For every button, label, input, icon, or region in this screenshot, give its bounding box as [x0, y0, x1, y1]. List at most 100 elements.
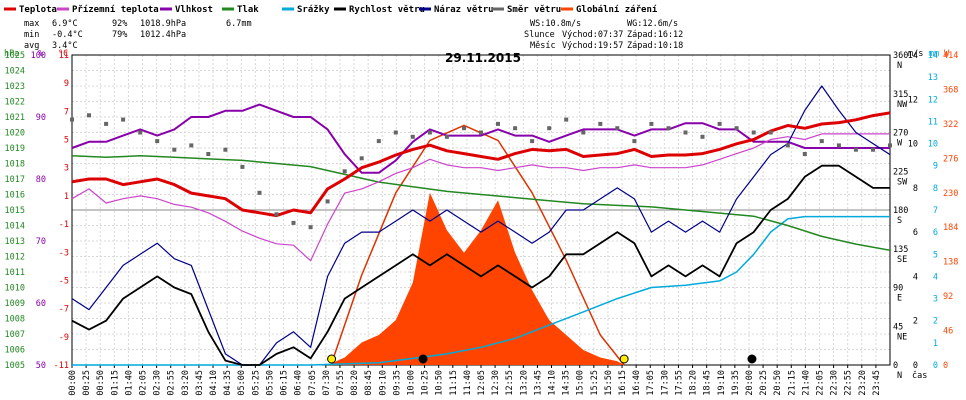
legend-label: Vlhkost	[175, 5, 213, 15]
x-tick-label: 17:05	[646, 370, 656, 396]
x-tick-label: 10:00	[406, 370, 416, 396]
x-tick-label: 13:20	[519, 370, 529, 396]
x-tick-label: 07:55	[336, 370, 346, 396]
tick-ms: 10	[908, 140, 918, 150]
x-tick-label: 03:20	[181, 370, 191, 396]
tick-wm2: 276	[943, 154, 958, 164]
x-tick-label: 13:45	[533, 370, 543, 396]
tick-hpa: 1010	[5, 284, 25, 294]
sun-marker	[327, 354, 337, 364]
axis-unit-degc: °C	[58, 49, 68, 59]
tick-mm: 4	[933, 272, 938, 282]
series-wind-dir-point	[342, 169, 347, 174]
legend-label: Globální záření	[576, 5, 658, 15]
tick-degc: 1	[64, 192, 69, 202]
series-wind-dir-point	[785, 143, 790, 148]
tick-mm: 2	[933, 317, 938, 327]
moon-rise: Východ:19:57	[562, 41, 623, 51]
tick-dir-deg: 270	[893, 129, 908, 139]
moon-set: Západ:10:18	[627, 41, 683, 51]
x-tick-label: 23:45	[872, 370, 882, 396]
series-wind-dir-point	[853, 147, 858, 152]
series-wind-dir-point	[291, 220, 296, 225]
x-tick-label: 01:40	[124, 370, 134, 396]
series-wind-dir-point	[121, 117, 126, 122]
tick-mm: 10	[928, 140, 938, 150]
tick-mm: 7	[933, 206, 938, 216]
tick-pct: 60	[36, 299, 46, 309]
tick-hpa: 1012	[5, 253, 25, 263]
series-wind-dir-point	[802, 152, 807, 156]
x-tick-label: 12:30	[491, 370, 501, 396]
x-tick-label: 22:05	[815, 370, 825, 396]
tick-pct: 50	[36, 361, 46, 371]
x-tick-label: 17:55	[674, 370, 684, 396]
x-tick-label: 01:15	[110, 370, 120, 396]
series-wind-dir-point	[206, 152, 211, 156]
tick-pct: 90	[36, 113, 46, 123]
stat-min-temp: -0.4°C	[52, 30, 83, 40]
x-tick-label: 04:35	[223, 370, 233, 396]
x-tick-label: 00:00	[68, 370, 78, 396]
tick-degc: -1	[59, 220, 69, 230]
series-wind-dir-point	[530, 139, 535, 144]
tick-wm2: 414	[943, 51, 958, 61]
series-wind-dir-point	[581, 130, 586, 135]
series-wind-dir-point	[393, 130, 398, 135]
series-gust	[71, 85, 891, 366]
tick-ms: 2	[913, 317, 918, 327]
x-tick-label: 21:15	[787, 370, 797, 396]
x-tick-label: 19:35	[731, 370, 741, 396]
tick-wm2: 368	[943, 85, 958, 95]
series-wind-dir-point	[888, 143, 892, 148]
stat-max-press: 1018.9hPa	[140, 19, 186, 29]
legend-label: Přízemní teplota	[72, 5, 159, 15]
x-tick-label: 18:20	[689, 370, 699, 396]
series-wind-dir-point	[717, 121, 722, 126]
x-tick-label: 11:15	[449, 370, 459, 396]
x-tick-label: 21:40	[801, 370, 811, 396]
stat-label: min	[24, 30, 39, 40]
tick-hpa: 1014	[5, 222, 25, 232]
tick-dir-name: N	[897, 371, 902, 381]
tick-hpa: 1024	[5, 67, 25, 77]
series-wind-dir-point	[751, 130, 756, 135]
tick-mm: 6	[933, 228, 938, 238]
moon-marker	[418, 354, 428, 364]
series-wind-dir-point	[155, 139, 160, 144]
series-wind-dir-point	[87, 113, 91, 118]
stat-label: max	[24, 19, 39, 29]
tick-degc: 9	[64, 79, 69, 89]
stat-min-hum: 79%	[112, 30, 127, 40]
series-wind-dir-point	[547, 126, 552, 131]
series-wind-dir-point	[427, 130, 432, 135]
x-tick-label: 20:50	[773, 370, 783, 396]
x-tick-label: 10:25	[421, 370, 431, 396]
x-tick-label: 05:00	[237, 370, 247, 396]
axis-unit-wm2: W	[944, 49, 950, 59]
tick-hpa: 1006	[5, 346, 25, 356]
stat-max-temp: 6.9°C	[52, 19, 78, 29]
tick-mm: 3	[933, 295, 938, 305]
series-wind-dir-point	[274, 212, 279, 217]
tick-wm2: 230	[943, 189, 958, 199]
series-wind-dir-point	[513, 126, 518, 131]
tick-hpa: 1017	[5, 175, 25, 185]
tick-wm2: 138	[943, 258, 958, 268]
tick-hpa: 1013	[5, 237, 25, 247]
tick-degc: -11	[54, 361, 69, 371]
tick-wm2: 46	[943, 327, 953, 337]
tick-dir-deg: 0	[893, 361, 898, 371]
series-wind-dir-point	[836, 143, 841, 148]
tick-hpa: 1015	[5, 206, 25, 216]
tick-mm: 13	[928, 73, 938, 83]
sun-set: Západ:16:12	[627, 30, 683, 40]
tick-dir-deg: 135	[893, 245, 908, 255]
x-tick-label: 08:20	[350, 370, 360, 396]
tick-dir-name: NE	[897, 332, 907, 342]
series-pressure	[71, 155, 891, 252]
stat-avg-temp: 3.4°C	[52, 41, 78, 51]
series-wind-dir-point	[223, 147, 228, 152]
tick-dir-deg: 90	[893, 284, 903, 294]
